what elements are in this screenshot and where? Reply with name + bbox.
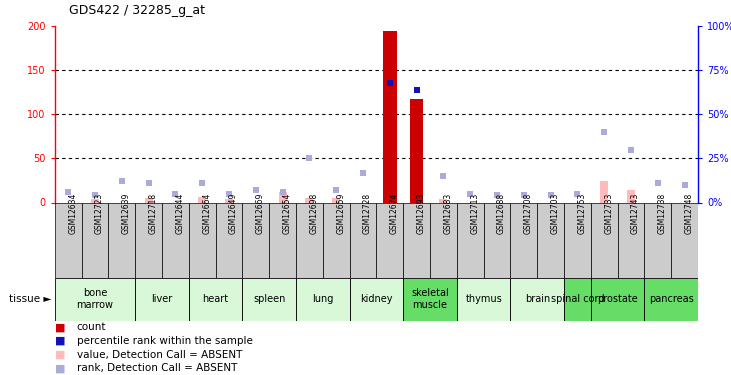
Bar (457, 202, 484, 278)
Text: kidney: kidney (360, 294, 393, 304)
Bar (296, 278, 349, 321)
Bar (618, 202, 645, 278)
Text: tissue ►: tissue ► (9, 294, 51, 304)
Bar (510, 202, 537, 278)
Bar (484, 202, 510, 278)
Text: heart: heart (202, 294, 229, 304)
Text: GSM12669: GSM12669 (256, 193, 265, 234)
Text: GDS422 / 32285_g_at: GDS422 / 32285_g_at (69, 4, 205, 17)
Bar (279, 192, 287, 202)
Text: GSM12713: GSM12713 (470, 193, 480, 234)
Text: GSM12728: GSM12728 (363, 193, 372, 234)
Text: GSM12654: GSM12654 (283, 193, 292, 234)
Bar (296, 202, 323, 278)
Text: GSM12634: GSM12634 (68, 193, 77, 234)
Text: pancreas: pancreas (649, 294, 694, 304)
Bar (108, 202, 135, 278)
Bar (430, 202, 457, 278)
Bar (162, 202, 189, 278)
Bar (349, 202, 376, 278)
Bar (145, 198, 153, 202)
Text: GSM12748: GSM12748 (685, 193, 694, 234)
Text: count: count (77, 322, 106, 332)
Bar (600, 182, 608, 203)
Bar (135, 202, 162, 278)
Text: GSM12659: GSM12659 (336, 193, 345, 234)
Text: GSM12683: GSM12683 (444, 193, 452, 234)
Text: GSM12753: GSM12753 (577, 193, 586, 234)
Bar (645, 202, 671, 278)
Bar (410, 99, 423, 202)
Text: ■: ■ (55, 363, 65, 373)
Bar (564, 202, 591, 278)
Bar (243, 202, 269, 278)
Bar (564, 278, 591, 321)
Text: bone
marrow: bone marrow (77, 288, 113, 310)
Bar (627, 190, 635, 202)
Text: GSM12688: GSM12688 (497, 193, 506, 234)
Bar (591, 278, 645, 321)
Text: GSM12693: GSM12693 (417, 193, 425, 234)
Bar (216, 202, 243, 278)
Text: GSM12723: GSM12723 (95, 193, 104, 234)
Bar (439, 199, 447, 202)
Text: rank, Detection Call = ABSENT: rank, Detection Call = ABSENT (77, 363, 237, 373)
Bar (306, 198, 314, 202)
Bar (269, 202, 296, 278)
Bar (404, 278, 457, 321)
Text: liver: liver (151, 294, 173, 304)
Bar (591, 202, 618, 278)
Text: lung: lung (312, 294, 333, 304)
Bar (383, 31, 396, 202)
Bar (332, 198, 340, 202)
Text: GSM12644: GSM12644 (175, 193, 184, 234)
Text: thymus: thymus (466, 294, 502, 304)
Text: prostate: prostate (597, 294, 638, 304)
Text: GSM12733: GSM12733 (605, 193, 613, 234)
Text: ■: ■ (55, 322, 65, 332)
Text: GSM12738: GSM12738 (658, 193, 667, 234)
Text: GSM12674: GSM12674 (390, 193, 399, 234)
Text: GSM12708: GSM12708 (524, 193, 533, 234)
Bar (55, 278, 135, 321)
Bar (225, 199, 233, 202)
Text: spinal cord: spinal cord (550, 294, 605, 304)
Bar (323, 202, 349, 278)
Text: skeletal
muscle: skeletal muscle (412, 288, 449, 310)
Text: GSM12698: GSM12698 (309, 193, 319, 234)
Bar (91, 199, 99, 202)
Bar (189, 202, 216, 278)
Text: ■: ■ (55, 336, 65, 346)
Text: brain: brain (525, 294, 550, 304)
Text: ■: ■ (55, 350, 65, 360)
Text: spleen: spleen (253, 294, 285, 304)
Bar (349, 278, 404, 321)
Bar (457, 278, 510, 321)
Bar (55, 202, 82, 278)
Text: GSM12718: GSM12718 (148, 193, 158, 234)
Bar (671, 202, 698, 278)
Text: percentile rank within the sample: percentile rank within the sample (77, 336, 253, 346)
Bar (82, 202, 108, 278)
Text: GSM12664: GSM12664 (202, 193, 211, 234)
Text: GSM12639: GSM12639 (122, 193, 131, 234)
Bar (376, 202, 404, 278)
Bar (510, 278, 564, 321)
Bar (645, 278, 698, 321)
Bar (198, 197, 206, 202)
Bar (537, 202, 564, 278)
Bar (189, 278, 243, 321)
Bar (404, 202, 430, 278)
Text: value, Detection Call = ABSENT: value, Detection Call = ABSENT (77, 350, 242, 360)
Bar (135, 278, 189, 321)
Text: GSM12703: GSM12703 (550, 193, 560, 234)
Text: GSM12649: GSM12649 (229, 193, 238, 234)
Text: GSM12743: GSM12743 (631, 193, 640, 234)
Bar (243, 278, 296, 321)
